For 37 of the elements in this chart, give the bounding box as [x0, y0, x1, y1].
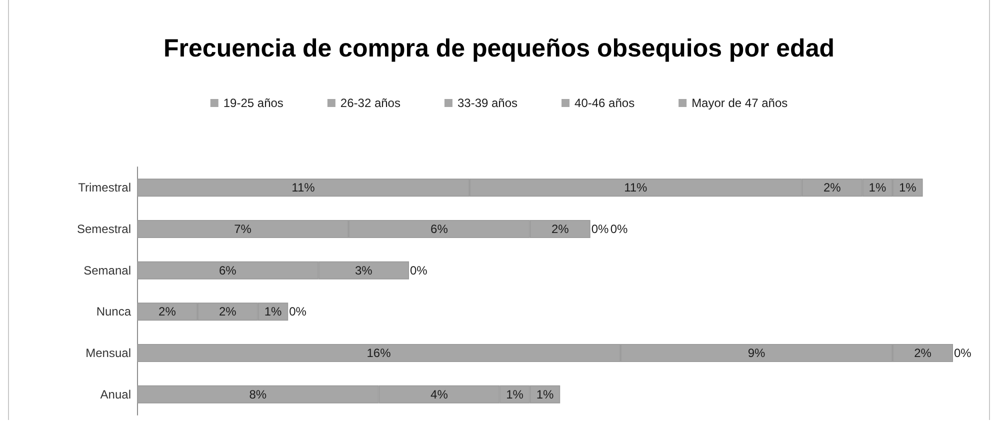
- data-label: 1%: [506, 387, 524, 402]
- y-tick-label: Anual: [100, 387, 131, 402]
- legend-label: Mayor de 47 años: [692, 96, 788, 110]
- data-label: 16%: [366, 346, 392, 360]
- data-label: 2%: [158, 304, 176, 319]
- data-label: 7%: [234, 222, 252, 236]
- data-label: 2%: [914, 346, 932, 360]
- y-tick-label: Trimestral: [78, 180, 131, 195]
- data-label: 2%: [551, 222, 570, 236]
- legend-label: 33-39 años: [457, 96, 518, 110]
- legend-label: 40-46 años: [574, 96, 635, 110]
- data-label: 0%: [591, 222, 610, 236]
- data-label: 1%: [536, 387, 554, 402]
- data-label: 8%: [249, 387, 267, 402]
- data-label: 1%: [898, 180, 917, 195]
- data-label: 0%: [954, 346, 972, 360]
- y-tick-label: Semestral: [76, 222, 131, 236]
- legend-label: 26-32 años: [340, 96, 400, 110]
- data-label: 6%: [430, 222, 448, 236]
- data-label: 1%: [264, 304, 282, 319]
- y-tick-label: Semanal: [84, 263, 131, 278]
- chart-title: Frecuencia de compra de pequeños obsequios por edad: [164, 34, 834, 62]
- data-label: 11%: [624, 180, 648, 195]
- data-label: 11%: [292, 180, 316, 195]
- data-label: 3%: [354, 263, 373, 278]
- data-label: 1%: [868, 180, 886, 195]
- data-label: 2%: [218, 304, 237, 319]
- data-label: 9%: [748, 346, 766, 360]
- y-tick-label: Nunca: [96, 304, 132, 319]
- data-label: 0%: [289, 304, 307, 319]
- y-tick-label: Mensual: [86, 346, 131, 360]
- data-label: 0%: [410, 263, 428, 278]
- data-label: 0%: [610, 222, 628, 236]
- data-label: 2%: [823, 180, 842, 195]
- data-label: 6%: [218, 263, 237, 278]
- data-label: 4%: [430, 387, 448, 402]
- legend-label: 19-25 años: [223, 96, 284, 110]
